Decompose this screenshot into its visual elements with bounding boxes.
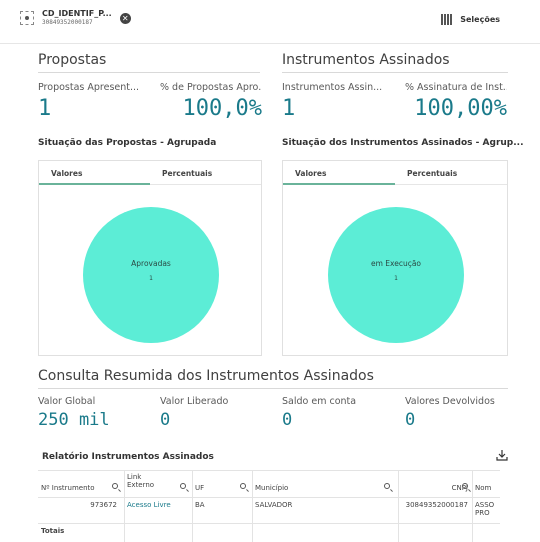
header-uf[interactable]: UF [195,484,205,492]
relatorio-title: Relatório Instrumentos Assinados [42,452,214,462]
search-icon[interactable] [384,483,390,489]
kpi-valor-liberado-value: 0 [160,410,171,430]
clear-selection-icon[interactable]: ✕ [119,12,131,24]
table-totals-row: Totais [38,524,500,542]
search-icon[interactable] [180,483,186,489]
instrumentos-divider [282,72,508,73]
pie-count-em-execucao: 1 [394,275,398,282]
search-icon[interactable] [112,483,118,489]
selection-text: CD_IDENTIF_P... 30849352000187 [42,9,112,27]
column-divider [252,524,253,542]
selection-chip[interactable]: CD_IDENTIF_P... 30849352000187 ✕ [20,6,131,30]
column-divider [192,524,193,542]
kpi-devolvidos-label: Valores Devolvidos [405,396,495,407]
table-header-row: Nº Instrumento Link Externo UF Município… [38,470,500,498]
column-divider [252,498,253,523]
propostas-chart-tabs: Valores Percentuais [39,161,261,185]
pie-label-aprovadas: Aprovadas [131,259,171,268]
cell-nome: ASSO PRO [475,501,495,517]
column-divider [192,498,193,523]
header-municipio[interactable]: Município [255,484,289,492]
propostas-title: Propostas [38,52,107,68]
column-divider [124,471,125,497]
consulta-title: Consulta Resumida dos Instrumentos Assin… [38,368,374,384]
tab-percentuais[interactable]: Percentuais [407,169,458,178]
column-divider [192,471,193,497]
totals-label: Totais [41,527,65,535]
kpi-propostas-apresentadas-value: 1 [38,96,52,121]
search-icon[interactable] [462,483,468,489]
pie-slice-em-execucao[interactable] [328,207,464,343]
kpi-saldo-value: 0 [282,410,293,430]
tab-valores[interactable]: Valores [39,161,150,185]
kpi-devolvidos-value: 0 [405,410,416,430]
selections-bar: CD_IDENTIF_P... 30849352000187 ✕ Seleçõe… [0,0,540,44]
column-divider [398,498,399,523]
header-nome[interactable]: Nom [475,484,492,492]
selection-value: 30849352000187 [42,19,93,26]
kpi-instrumentos-assinados-label: Instrumentos Assin... [282,82,383,93]
selection-field: CD_IDENTIF_P... [42,9,112,18]
kpi-valor-global-label: Valor Global [38,396,96,407]
propostas-chart-title: Situação das Propostas - Agrupada [38,138,217,148]
cell-uf: BA [195,501,205,509]
header-cnpj[interactable]: CNPJ [451,484,468,492]
kpi-propostas-aprovadas-label: % de Propostas Apro... [160,82,262,93]
propostas-chart-panel: Valores Percentuais Aprovadas 1 [38,160,262,356]
header-link-externo[interactable]: Link Externo [127,473,155,489]
cell-n-instrumento: 973672 [90,501,117,509]
column-divider [124,498,125,523]
selections-icon [441,14,453,25]
search-icon[interactable] [240,483,246,489]
column-divider [472,471,473,497]
tab-percentuais[interactable]: Percentuais [162,169,213,178]
instrumentos-title: Instrumentos Assinados [282,52,450,68]
cell-municipio: SALVADOR [255,501,293,509]
selections-label: Seleções [460,15,500,24]
relatorio-table: Nº Instrumento Link Externo UF Município… [38,470,500,542]
tab-valores[interactable]: Valores [283,161,395,185]
column-divider [472,498,473,523]
kpi-assinatura-label: % Assinatura de Inst... [405,82,507,93]
field-selection-icon [20,11,34,25]
selections-button[interactable]: Seleções [441,14,500,25]
table-row[interactable]: 973672 Acesso Livre BA SALVADOR 30849352… [38,498,500,524]
column-divider [398,524,399,542]
kpi-propostas-apresentadas-label: Propostas Apresent... [38,82,140,93]
header-n-instrumento[interactable]: Nº Instrumento [41,484,95,492]
kpi-valor-global-value: 250 mil [38,410,110,430]
column-divider [472,524,473,542]
kpi-propostas-aprovadas-value: 100,0% [182,96,262,121]
pie-label-em-execucao: em Execução [370,259,422,268]
kpi-valor-liberado-label: Valor Liberado [160,396,229,407]
pie-count-aprovadas: 1 [149,275,153,282]
instrumentos-chart-title: Situação dos Instrumentos Assinados - Ag… [282,138,524,148]
consulta-divider [38,388,508,389]
cell-link-externo[interactable]: Acesso Livre [127,501,171,509]
column-divider [124,524,125,542]
kpi-assinatura-value: 100,00% [414,96,507,121]
instrumentos-chart-tabs: Valores Percentuais [283,161,507,185]
download-icon[interactable] [496,449,508,461]
propostas-divider [38,72,260,73]
column-divider [252,471,253,497]
cell-cnpj: 30849352000187 [405,501,468,509]
instrumentos-chart-panel: Valores Percentuais em Execução 1 [282,160,508,356]
pie-slice-aprovadas[interactable] [83,207,219,343]
kpi-instrumentos-assinados-value: 1 [282,96,296,121]
column-divider [398,471,399,497]
kpi-saldo-label: Saldo em conta [282,396,357,407]
